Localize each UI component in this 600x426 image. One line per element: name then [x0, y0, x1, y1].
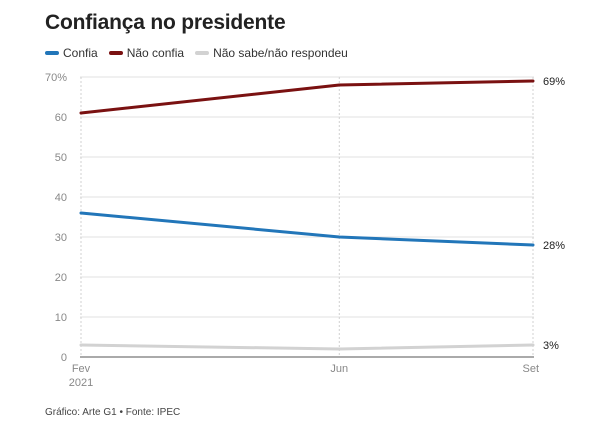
y-tick-label: 70%: [45, 72, 67, 84]
y-tick-label: 10: [55, 312, 67, 324]
end-label-0: 28%: [543, 240, 565, 252]
x-tick-label: Fev: [72, 363, 91, 375]
y-tick-label: 30: [55, 232, 67, 244]
legend-item-nao-confia: Não confia: [108, 46, 185, 60]
legend-label-nao-confia: Não confia: [126, 46, 185, 60]
series-line-0: [79, 211, 535, 247]
y-tick-label: 40: [55, 192, 67, 204]
series-line-2: [79, 343, 535, 351]
y-tick-label: 50: [55, 152, 67, 164]
source-note: Gráfico: Arte G1 • Fonte: IPEC: [45, 407, 181, 418]
y-tick-label: 60: [55, 112, 67, 124]
y-tick-label: 20: [55, 272, 67, 284]
legend-item-confia: Confia: [45, 46, 98, 60]
legend-swatch-nao-sabe: [195, 51, 210, 55]
legend-label-nao-sabe: Não sabe/não respondeu: [213, 46, 348, 60]
series-line-1: [79, 79, 535, 115]
chart-title: Confiança no presidente: [45, 11, 286, 34]
y-tick-label: 0: [61, 352, 67, 364]
end-label-1: 69%: [543, 76, 565, 88]
x-tick-label: 2021: [69, 377, 93, 389]
legend-swatch-confia: [45, 51, 59, 55]
x-tick-label: Jun: [330, 363, 348, 375]
legend: Confia Não confia Não sabe/não respondeu: [45, 46, 359, 60]
legend-swatch-nao-confia: [108, 51, 123, 55]
legend-item-nao-sabe: Não sabe/não respondeu: [195, 46, 348, 60]
end-label-2: 3%: [543, 340, 559, 352]
x-tick-label: Set: [522, 363, 539, 375]
legend-label-confia: Confia: [63, 46, 98, 60]
